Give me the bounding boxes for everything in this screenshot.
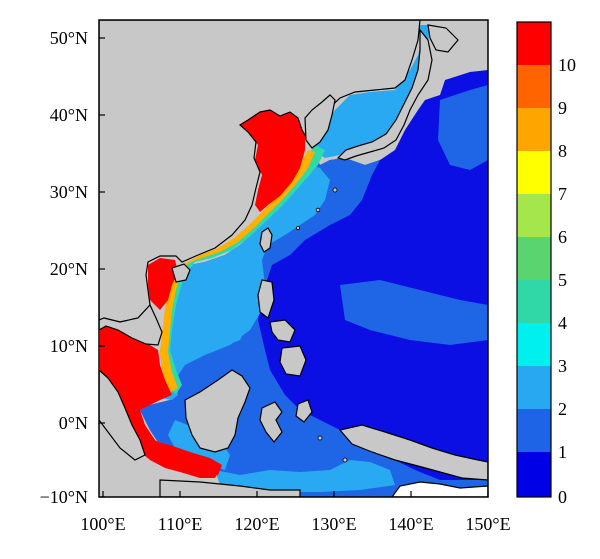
longitude-axis: 100°E 110°E 120°E 130°E 140°E 150°E [80,491,511,534]
lon-tick-label: 150°E [465,514,510,534]
cb-segment [517,280,551,323]
colorbar-label: 8 [558,141,567,161]
cb-segment [517,409,551,452]
island-banda-1 [317,435,323,441]
colorbar-label: 0 [558,487,567,507]
colorbar-label: 10 [558,55,576,75]
land-borneo [184,369,251,453]
colorbar-label: 5 [558,270,567,290]
island-ryukyu-1 [332,187,338,193]
land-asia-mainland [99,20,421,323]
land-indochina [99,303,163,346]
contour-patch-ne [438,85,488,170]
lon-tick-label: 120°E [234,514,279,534]
island-banda-2 [342,457,348,463]
land-moluccas [295,399,313,423]
cb-segment [517,366,551,409]
cb-segment [517,151,551,194]
cb-segment [517,65,551,108]
island-ryukyu-3 [295,225,300,230]
land-korea [304,94,336,149]
lat-tick-label: 30°N [50,182,88,202]
colorbar: 10 9 8 7 6 5 4 3 2 1 0 [516,21,576,507]
land-taiwan [259,227,273,253]
lon-tick-label: 140°E [388,514,433,534]
land-java [159,479,301,497]
lat-tick-label: −10°N [40,487,88,507]
contour-7-9 [160,150,315,392]
contour-shelf-java [215,460,395,492]
lat-tick-label: 40°N [50,105,88,125]
land-sulawesi [259,401,283,443]
cb-segment [517,194,551,237]
lat-tick-label: 20°N [50,259,88,279]
contour-shelf-scs [185,295,250,355]
land-philippines-visayas [269,319,296,343]
map-frame [98,19,489,498]
cb-segment [517,108,551,151]
colorbar-label: 2 [558,399,567,419]
lat-tick-label: 10°N [50,336,88,356]
land-new-guinea [338,424,488,481]
land-hokkaido [427,24,459,53]
contour-high-bohai [240,108,305,212]
lon-tick-label: 100°E [80,514,125,534]
island-ryukyu-2 [315,207,321,213]
land-philippines-mindanao [279,345,307,377]
lon-tick-label: 110°E [158,514,203,534]
colorbar-label: 4 [558,313,567,333]
latitude-axis: 50°N 40°N 30°N 20°N 10°N 0°N −10°N [40,28,105,507]
contour-high-java [150,440,222,475]
land-malay-sumatra [99,369,146,461]
colorbar-label: 6 [558,227,567,247]
lat-tick-label: 0°N [59,413,88,433]
contour-2-3 [312,25,430,158]
cb-segment [517,452,551,497]
land-hainan [171,263,191,283]
colorbar-frame [516,21,552,498]
land-philippines-luzon [257,279,275,319]
lat-tick-label: 50°N [50,28,88,48]
lon-tick-label: 130°E [311,514,356,534]
contour-3-6 [160,145,325,394]
cb-segment [517,237,551,280]
map-panel [99,20,488,497]
land-japan [336,28,433,161]
colorbar-label: 9 [558,98,567,118]
land-australia [391,481,488,497]
colorbar-label: 1 [558,442,567,462]
colorbar-label: 3 [558,356,567,376]
cb-segment [517,323,551,366]
cb-segment [517,22,551,65]
contour-patch-east [340,280,488,345]
contour-high-beibu [148,258,178,310]
colorbar-label: 7 [558,184,567,204]
